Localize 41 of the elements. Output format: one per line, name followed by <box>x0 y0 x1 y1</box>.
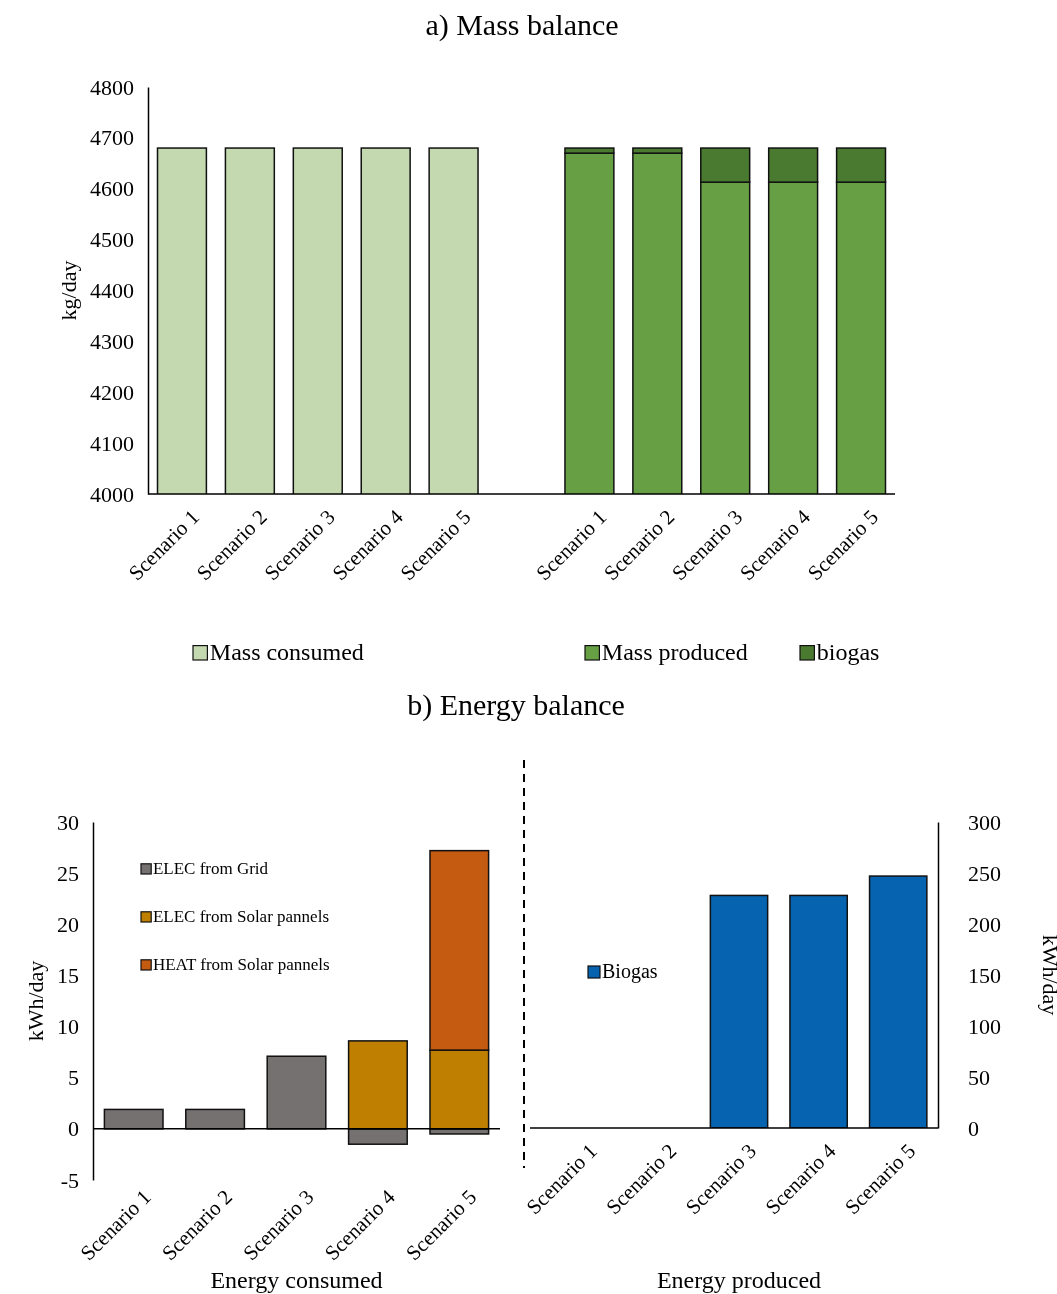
x-axis-title: Energy consumed <box>210 1267 383 1293</box>
y-tick-label: 4700 <box>90 125 134 151</box>
bar <box>185 1108 246 1130</box>
y-tick-label: 4600 <box>90 176 134 202</box>
bar <box>347 1040 408 1130</box>
y2-tick-label: 150 <box>968 962 1001 988</box>
y-tick-label: 0 <box>68 1116 79 1142</box>
y-tick-label: 15 <box>57 962 79 988</box>
y-tick-label: 4000 <box>90 481 134 507</box>
y-tick-label: 4200 <box>90 379 134 405</box>
legend-label: biogas <box>816 639 880 665</box>
y-tick-label: 4400 <box>90 278 134 304</box>
legend-label: Biogas <box>602 960 658 983</box>
legend-label: Mass produced <box>601 639 748 665</box>
y-tick-label: 4300 <box>90 328 134 354</box>
y2-tick-label: 250 <box>968 860 1001 886</box>
y2-tick-label: 50 <box>968 1064 990 1090</box>
y2-tick-label: 100 <box>968 1013 1001 1039</box>
y2-tick-label: 0 <box>968 1115 979 1141</box>
y-tick-label: 4100 <box>90 430 134 456</box>
bar <box>266 1055 327 1130</box>
legend-label: Mass consumed <box>209 639 364 665</box>
y2-tick-label: 300 <box>968 809 1001 835</box>
y-axis-title: kWh/day <box>22 960 48 1042</box>
y-tick-label: 20 <box>57 911 79 937</box>
legend-label: ELEC from Grid <box>152 859 269 878</box>
y-tick-label: 5 <box>68 1065 79 1091</box>
x-axis-title: Energy produced <box>656 1267 822 1293</box>
y-tick-label: -5 <box>60 1167 79 1193</box>
y-tick-label: 25 <box>57 860 79 886</box>
y2-tick-label: 200 <box>968 911 1001 937</box>
y-tick-label: 30 <box>57 809 79 835</box>
legend-label: HEAT from Solar pannels <box>152 955 330 974</box>
y-tick-label: 10 <box>57 1014 79 1040</box>
bar <box>103 1108 164 1130</box>
y-tick-label: 4800 <box>90 74 134 100</box>
legend-label: ELEC from Solar pannels <box>152 907 330 926</box>
y-tick-label: 4500 <box>90 227 134 253</box>
y-axis-title: kg/day <box>55 260 81 321</box>
chart-title: a) Mass balance <box>425 8 619 42</box>
chart-title: b) Energy balance <box>407 688 625 722</box>
